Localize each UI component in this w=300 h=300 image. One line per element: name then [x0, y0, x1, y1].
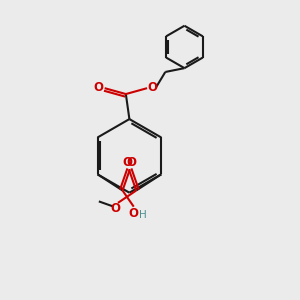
Text: O: O	[126, 156, 136, 169]
Text: O: O	[122, 156, 132, 169]
Text: O: O	[147, 81, 158, 94]
Text: H: H	[139, 210, 147, 220]
Text: O: O	[111, 202, 121, 215]
Text: O: O	[129, 207, 139, 220]
Text: O: O	[93, 81, 103, 94]
